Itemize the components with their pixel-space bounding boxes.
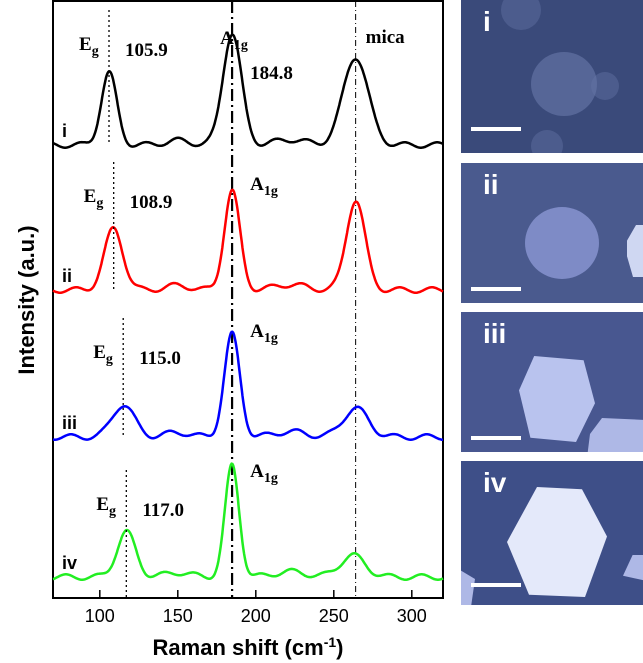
eg-peak-label: Eg — [96, 494, 116, 519]
panel-label: iv — [483, 467, 507, 498]
panel-label: iii — [483, 318, 507, 349]
micrograph-panel-iv: iv — [461, 461, 643, 605]
series-label: ii — [62, 266, 72, 286]
a1g-peak-label: A1g — [250, 461, 278, 486]
eg-peak-value: 105.9 — [125, 40, 168, 61]
plot-frame — [52, 0, 444, 599]
series-line-iv — [52, 462, 444, 581]
flake-circle — [525, 207, 599, 279]
series-label: iv — [62, 553, 77, 573]
eg-peak-label: Eg — [93, 342, 113, 367]
series-line-ii — [52, 188, 444, 294]
x-tick-label: 250 — [319, 606, 349, 626]
x-axis-title: Raman shift (cm-1) — [153, 634, 344, 660]
scale-bar — [471, 287, 521, 291]
scale-bar — [471, 436, 521, 440]
a1g-peak-label: A1g — [250, 174, 278, 199]
flake-hexagon — [627, 225, 643, 277]
micrograph-panel-iii: iii — [461, 312, 643, 452]
panel-label: ii — [483, 169, 499, 200]
series-line-i — [52, 33, 444, 149]
eg-peak-label: Eg — [84, 186, 104, 211]
micrograph-panel-i: i — [461, 0, 643, 153]
flake-circle — [531, 52, 597, 116]
a1g-peak-value: 184.8 — [250, 63, 293, 84]
x-tick-label: 100 — [85, 606, 115, 626]
y-axis-title: Intensity (a.u.) — [14, 225, 39, 374]
scale-bar — [471, 583, 521, 587]
eg-peak-value: 115.0 — [139, 348, 181, 369]
scale-bar — [471, 127, 521, 131]
flake-circle — [591, 72, 619, 100]
series-label: i — [62, 121, 67, 141]
eg-peak-label: Eg — [79, 34, 99, 59]
x-tick-label: 300 — [397, 606, 427, 626]
a1g-peak-label: A1g — [220, 28, 248, 53]
micrograph-panel-ii: ii — [461, 163, 643, 303]
flake-hexagon — [519, 356, 595, 442]
x-tick-label: 150 — [163, 606, 193, 626]
x-tick-label: 200 — [241, 606, 271, 626]
flake-circle — [531, 130, 563, 153]
eg-peak-value: 117.0 — [142, 500, 184, 521]
mica-label: mica — [366, 27, 406, 48]
a1g-peak-label: A1g — [250, 321, 278, 346]
eg-peak-value: 108.9 — [130, 192, 173, 213]
panel-label: i — [483, 6, 491, 37]
series-label: iii — [62, 413, 77, 433]
series-line-iii — [52, 330, 443, 441]
